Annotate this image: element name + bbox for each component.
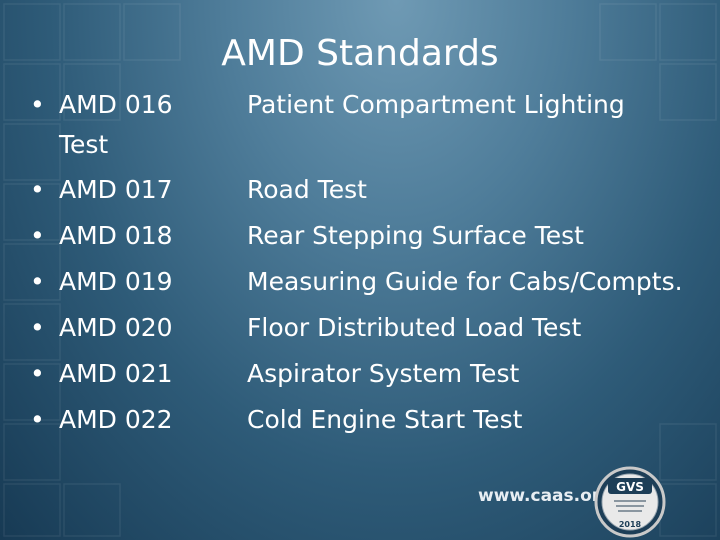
standard-code: AMD 017 [59, 175, 173, 204]
standard-code: AMD 021 [59, 359, 173, 388]
bullet-icon: • [30, 405, 45, 434]
bullet-icon: • [30, 267, 45, 296]
standard-description: Measuring Guide for Cabs/Compts. [247, 267, 683, 296]
bullet-icon: • [30, 313, 45, 342]
standard-description: Rear Stepping Surface Test [247, 221, 584, 250]
footer-url: www.caas.org [478, 486, 613, 506]
badge-text: GVS [616, 480, 644, 494]
standard-description: Aspirator System Test [247, 359, 520, 388]
bullet-icon: • [30, 175, 45, 204]
standard-description: Floor Distributed Load Test [247, 313, 582, 342]
standard-code: AMD 020 [59, 313, 173, 342]
slide-title: AMD Standards [221, 33, 499, 74]
standard-description: Road Test [247, 175, 367, 204]
bullet-icon: • [30, 90, 45, 119]
badge-year: 2018 [619, 520, 642, 529]
bullet-icon: • [30, 221, 45, 250]
standard-code: AMD 019 [59, 267, 173, 296]
standard-code: AMD 018 [59, 221, 173, 250]
standard-description: Cold Engine Start Test [247, 405, 523, 434]
standard-code: AMD 016 Test [59, 90, 173, 159]
gvs-badge-icon: GVS 2018 [594, 466, 666, 538]
standard-description: Patient Compartment Lighting [247, 90, 625, 119]
standard-code: AMD 022 [59, 405, 173, 434]
bullet-icon: • [30, 359, 45, 388]
